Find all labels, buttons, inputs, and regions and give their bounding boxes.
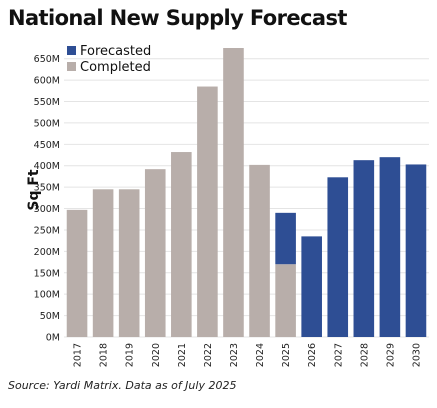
bar-forecasted-2030 bbox=[405, 164, 427, 337]
x-tick-label: 2027 bbox=[333, 343, 344, 367]
y-tick-label: 350M bbox=[34, 183, 60, 194]
x-tick-label: 2023 bbox=[229, 343, 240, 367]
y-tick-label: 100M bbox=[34, 290, 60, 301]
x-tick-label: 2030 bbox=[411, 343, 422, 367]
bar-chart: 0M 50M 100M 150M 200M 250M 300M 350M 400M 450M 500… bbox=[26, 44, 429, 367]
bar-forecasted-2029 bbox=[379, 157, 401, 337]
x-tick-label: 2021 bbox=[177, 343, 188, 367]
x-tick-label: 2026 bbox=[307, 343, 318, 367]
legend-label-completed: Completed bbox=[80, 60, 151, 75]
x-tick-label: 2018 bbox=[99, 343, 110, 367]
x-tick-label: 2029 bbox=[385, 343, 396, 367]
bar-completed-2022 bbox=[197, 86, 218, 338]
bar-completed-2020 bbox=[144, 169, 166, 337]
y-tick-label: 650M bbox=[34, 54, 60, 65]
y-tick-label: 550M bbox=[34, 97, 60, 108]
x-tick-label: 2017 bbox=[73, 343, 84, 367]
gridlines bbox=[64, 58, 429, 338]
bars bbox=[66, 48, 427, 338]
y-tick-label: 200M bbox=[34, 247, 60, 258]
y-tick-label: 600M bbox=[34, 76, 60, 87]
y-tick-label: 450M bbox=[34, 140, 60, 151]
x-tick-label: 2019 bbox=[125, 343, 136, 367]
bar-completed-2025 bbox=[275, 264, 296, 337]
legend-swatch-completed bbox=[67, 62, 76, 71]
chart-title: National New Supply Forecast bbox=[8, 6, 347, 30]
bar-completed-2021 bbox=[171, 152, 192, 337]
bar-completed-2017 bbox=[66, 209, 88, 337]
x-tick-label: 2025 bbox=[281, 343, 292, 367]
y-tick-label: 150M bbox=[34, 268, 60, 279]
bar-completed-2019 bbox=[118, 189, 140, 337]
x-tick-label: 2028 bbox=[359, 343, 370, 367]
y-tick-label: 300M bbox=[34, 204, 60, 215]
bar-forecasted-2025 bbox=[275, 212, 296, 265]
y-axis-ticks: 0M 50M 100M 150M 200M 250M 300M 350M 400M 450M 500… bbox=[34, 54, 60, 343]
y-tick-label: 0M bbox=[46, 333, 60, 344]
y-tick-label: 400M bbox=[34, 161, 60, 172]
y-tick-label: 500M bbox=[34, 118, 60, 129]
y-tick-label: 50M bbox=[40, 311, 60, 322]
bar-forecasted-2028 bbox=[353, 160, 375, 337]
legend-label-forecasted: Forecasted bbox=[80, 44, 151, 59]
x-tick-label: 2024 bbox=[255, 343, 266, 367]
bar-completed-2023 bbox=[223, 48, 244, 337]
x-axis-ticks: 2017 2018 2019 2020 2021 2022 2023 2024 2025 2026… bbox=[73, 343, 423, 367]
x-tick-label: 2020 bbox=[151, 343, 162, 367]
legend-swatch-forecasted bbox=[67, 46, 76, 55]
x-tick-label: 2022 bbox=[203, 343, 214, 367]
bar-completed-2018 bbox=[92, 189, 114, 337]
source-note: Source: Yardi Matrix. Data as of July 20… bbox=[8, 379, 237, 392]
y-axis-label: Sq Ft bbox=[26, 169, 42, 211]
bar-forecasted-2027 bbox=[327, 177, 349, 337]
bar-completed-2024 bbox=[249, 164, 270, 337]
y-tick-label: 250M bbox=[34, 225, 60, 236]
bar-forecasted-2026 bbox=[301, 236, 322, 337]
